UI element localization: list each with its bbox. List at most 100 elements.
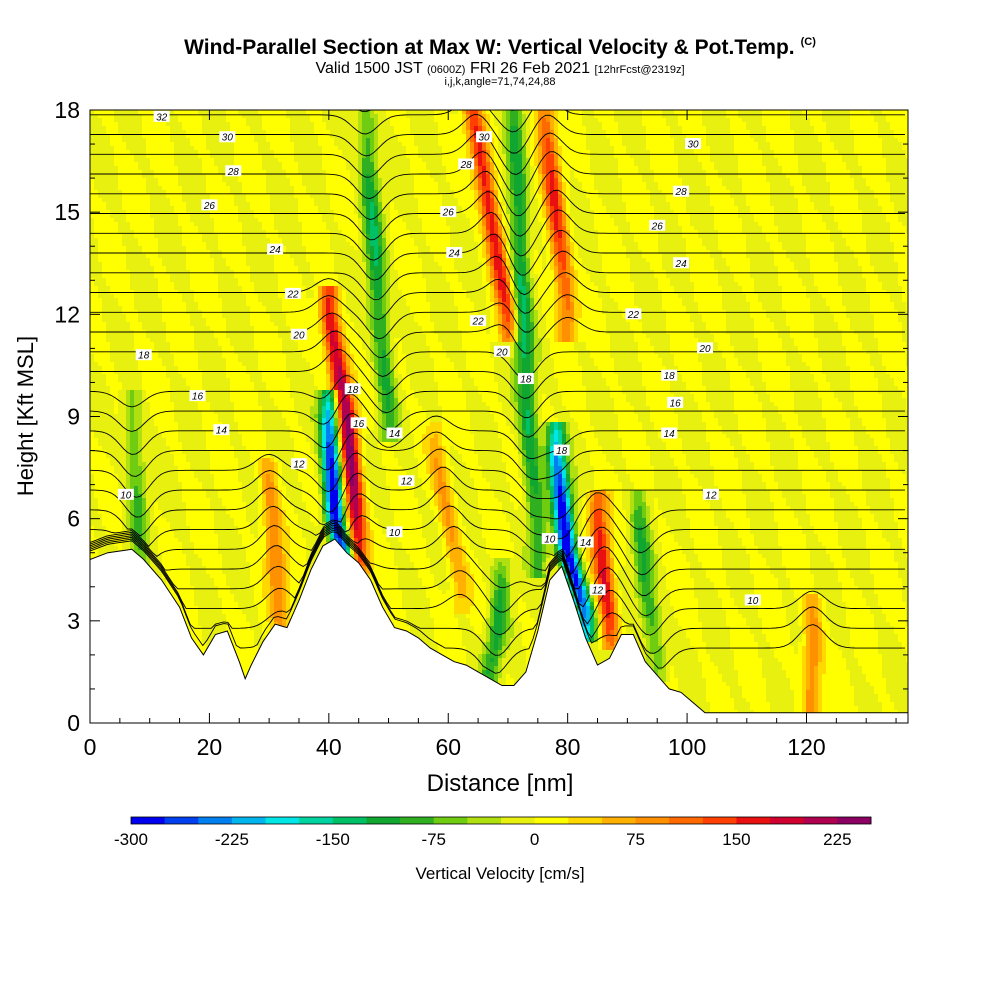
w-cell — [102, 474, 107, 479]
w-cell — [102, 146, 107, 151]
w-cell — [94, 406, 99, 411]
w-cell — [122, 130, 127, 135]
w-cell — [90, 126, 95, 131]
w-cell — [118, 118, 123, 123]
w-cell — [114, 362, 119, 367]
w-cell — [122, 246, 127, 251]
w-cell — [90, 334, 95, 339]
w-cell — [122, 390, 127, 395]
w-cell — [102, 466, 107, 471]
w-cell — [106, 182, 111, 187]
w-cell — [118, 426, 123, 431]
w-cell — [94, 266, 99, 271]
w-cell — [90, 394, 95, 399]
w-cell — [90, 514, 95, 519]
w-cell — [98, 374, 103, 379]
w-cell — [122, 542, 127, 547]
w-cell — [94, 338, 99, 343]
w-cell — [106, 258, 111, 263]
w-cell — [90, 494, 95, 499]
w-cell — [130, 438, 135, 443]
w-cell — [98, 206, 103, 211]
w-cell — [110, 546, 115, 551]
w-cell — [118, 246, 123, 251]
w-cell — [126, 390, 131, 395]
w-cell — [102, 406, 107, 411]
w-cell — [118, 278, 123, 283]
w-cell — [98, 302, 103, 307]
w-cell — [106, 198, 111, 203]
w-cell — [110, 230, 115, 235]
w-cell — [118, 250, 123, 255]
w-cell — [102, 482, 107, 487]
w-cell — [122, 462, 127, 467]
w-cell — [118, 214, 123, 219]
w-cell — [90, 118, 95, 123]
w-cell — [102, 142, 107, 147]
w-cell — [110, 522, 115, 527]
w-cell — [110, 342, 115, 347]
w-cell — [94, 110, 99, 115]
w-cell — [114, 166, 119, 171]
w-cell — [98, 262, 103, 267]
w-cell — [98, 186, 103, 191]
w-cell — [114, 266, 119, 271]
w-cell — [98, 406, 103, 411]
w-cell — [118, 358, 123, 363]
w-cell — [110, 254, 115, 259]
w-cell — [102, 270, 107, 275]
w-cell — [130, 386, 135, 391]
w-cell — [126, 318, 131, 323]
w-cell — [110, 218, 115, 223]
w-cell — [106, 370, 111, 375]
w-cell — [122, 418, 127, 423]
w-cell — [94, 378, 99, 383]
w-cell — [122, 182, 127, 187]
w-cell — [94, 522, 99, 527]
w-cell — [110, 130, 115, 135]
w-cell — [102, 174, 107, 179]
w-cell — [110, 426, 115, 431]
w-cell — [130, 126, 135, 131]
w-cell — [114, 402, 119, 407]
w-cell — [130, 346, 135, 351]
w-cell — [122, 118, 127, 123]
w-cell — [126, 110, 131, 115]
w-cell — [118, 410, 123, 415]
w-cell — [94, 286, 99, 291]
w-cell — [118, 450, 123, 455]
w-cell — [90, 222, 95, 227]
w-cell — [94, 410, 99, 415]
w-cell — [98, 426, 103, 431]
w-cell — [106, 194, 111, 199]
w-cell — [114, 110, 119, 115]
w-cell — [130, 242, 135, 247]
w-cell — [90, 202, 95, 207]
w-cell — [130, 198, 135, 203]
w-cell — [102, 502, 107, 507]
w-cell — [126, 482, 131, 487]
w-cell — [126, 438, 131, 443]
w-cell — [130, 270, 135, 275]
w-cell — [94, 446, 99, 451]
w-cell — [126, 254, 131, 259]
w-cell — [126, 138, 131, 143]
w-cell — [122, 410, 127, 415]
w-cell — [126, 542, 131, 547]
w-cell — [110, 502, 115, 507]
w-cell — [106, 278, 111, 283]
w-cell — [114, 350, 119, 355]
w-cell — [110, 258, 115, 263]
w-cell — [130, 366, 135, 371]
w-cell — [122, 382, 127, 387]
w-cell — [98, 458, 103, 463]
w-cell — [102, 422, 107, 427]
w-cell — [98, 162, 103, 167]
w-cell — [106, 226, 111, 231]
w-cell — [102, 242, 107, 247]
w-cell — [126, 238, 131, 243]
w-cell — [94, 318, 99, 323]
w-cell — [98, 418, 103, 423]
w-cell — [110, 178, 115, 183]
w-cell — [130, 206, 135, 211]
